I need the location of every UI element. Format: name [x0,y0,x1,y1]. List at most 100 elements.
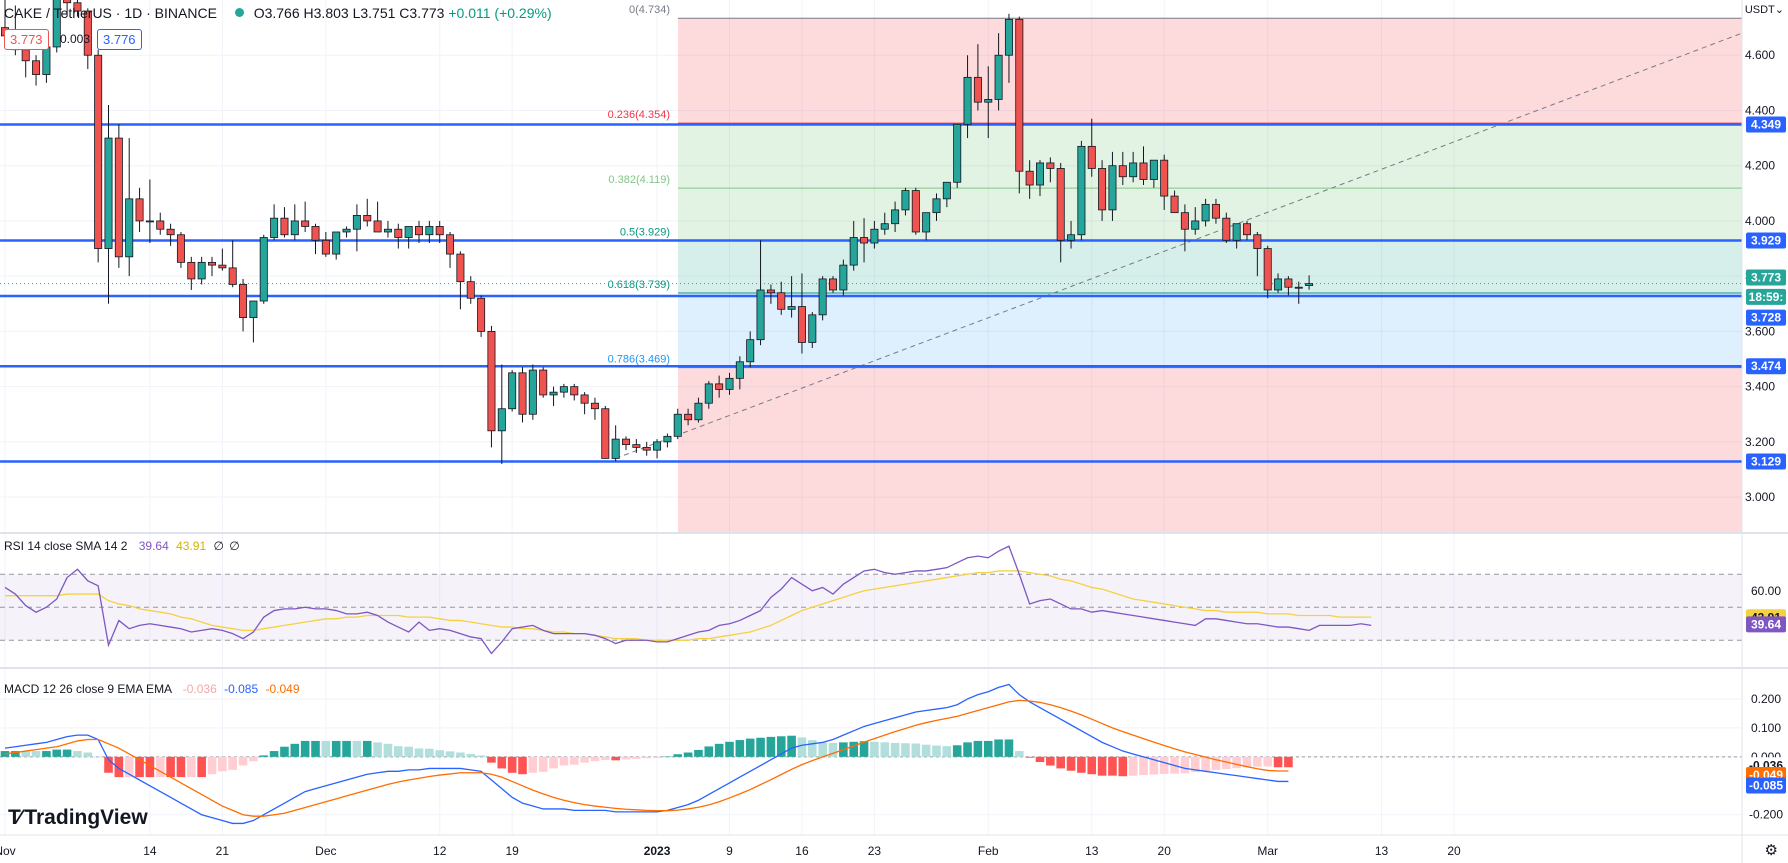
candle[interactable] [83,8,92,70]
candle[interactable] [487,325,496,448]
candle[interactable] [663,433,672,448]
candle[interactable] [953,123,962,188]
candle[interactable] [52,0,61,53]
candle[interactable] [1139,146,1148,186]
candle[interactable] [290,204,299,241]
candle[interactable] [1036,160,1045,197]
candle[interactable] [704,381,713,409]
candle[interactable] [963,55,972,139]
candle[interactable] [1025,160,1034,199]
candle[interactable] [1046,157,1055,183]
candle[interactable] [922,212,931,241]
candle[interactable] [259,234,268,304]
candle[interactable] [756,240,765,346]
candle[interactable] [218,248,227,271]
symbol-title[interactable]: CAKE / TetherUS · 1D · BINANCE [4,5,217,21]
candle[interactable] [725,372,734,395]
candle[interactable] [797,273,806,354]
candle[interactable] [1098,160,1107,221]
candle[interactable] [984,66,993,139]
candle[interactable] [228,240,237,288]
candle[interactable] [63,0,72,17]
candle[interactable] [1170,190,1179,214]
candle[interactable] [135,187,144,232]
candle[interactable] [1263,245,1272,299]
candle[interactable] [466,276,475,304]
candle[interactable] [394,223,403,249]
candle[interactable] [694,397,703,423]
candle[interactable] [363,198,372,227]
candle[interactable] [1056,162,1065,263]
candle[interactable] [332,231,341,260]
candle[interactable] [849,220,858,271]
candle[interactable] [1180,204,1189,252]
candle[interactable] [673,408,682,440]
candle[interactable] [653,439,662,459]
candle[interactable] [435,220,444,244]
candle[interactable] [1108,151,1117,221]
candle[interactable] [870,220,879,249]
candle[interactable] [549,386,558,406]
candle[interactable] [766,284,775,304]
candle[interactable] [156,212,165,235]
candle[interactable] [94,49,103,263]
candle[interactable] [1243,220,1252,241]
candle[interactable] [446,231,455,268]
candle[interactable] [1211,198,1220,224]
candle[interactable] [73,0,82,17]
candle[interactable] [425,220,434,244]
candle[interactable] [383,220,392,238]
tradingview-logo[interactable]: T⁄ TradingView [8,806,148,830]
sell-button[interactable]: 3.773 [4,29,49,50]
candle[interactable] [414,220,423,244]
candle[interactable] [891,201,900,232]
candle[interactable] [839,259,848,296]
candle[interactable] [1253,231,1262,277]
currency-selector[interactable]: USDT⌄ [1745,3,1784,16]
candle[interactable] [518,367,527,423]
candle[interactable] [176,231,185,268]
level-tag[interactable]: 3.474 [1746,358,1786,375]
candle[interactable] [1077,140,1086,241]
candle[interactable] [280,207,289,238]
candle[interactable] [301,201,310,232]
candle[interactable] [1149,159,1158,188]
level-tag[interactable]: 3.129 [1746,453,1786,470]
candle[interactable] [1191,207,1200,235]
candle[interactable] [829,276,838,293]
countdown-tag[interactable]: 18:59: [1746,288,1786,305]
candle[interactable] [632,439,641,453]
level-tag[interactable]: 3.929 [1746,232,1786,249]
candle[interactable] [570,383,579,401]
candle[interactable] [197,256,206,285]
candle[interactable] [1087,118,1096,177]
settings-gear-icon[interactable]: ⚙ [1764,842,1778,859]
macd-legend[interactable]: MACD 12 26 close 9 EMA EMA -0.036 -0.085… [4,682,300,696]
candle[interactable] [270,204,279,241]
candle[interactable] [911,187,920,235]
candle[interactable] [114,124,123,268]
candle[interactable] [808,312,817,348]
candle[interactable] [373,201,382,233]
candle[interactable] [125,138,134,277]
candle[interactable] [497,364,506,464]
macd-tag[interactable]: -0.085 [1746,777,1786,794]
candle[interactable] [973,44,982,111]
candle[interactable] [456,251,465,310]
candle[interactable] [994,33,1003,111]
level-tag[interactable]: 3.728 [1746,309,1786,326]
candle[interactable] [642,441,651,456]
buy-button[interactable]: 3.776 [97,29,142,50]
candle[interactable] [321,231,330,257]
candle[interactable] [104,104,113,304]
candle[interactable] [1160,154,1169,210]
candle[interactable] [249,300,258,343]
candle[interactable] [528,364,537,420]
candle[interactable] [684,408,693,426]
candle[interactable] [601,405,610,459]
candle[interactable] [1274,273,1283,293]
candle[interactable] [818,276,827,321]
candle[interactable] [622,436,631,451]
candle[interactable] [1067,220,1076,249]
candle[interactable] [187,256,196,290]
